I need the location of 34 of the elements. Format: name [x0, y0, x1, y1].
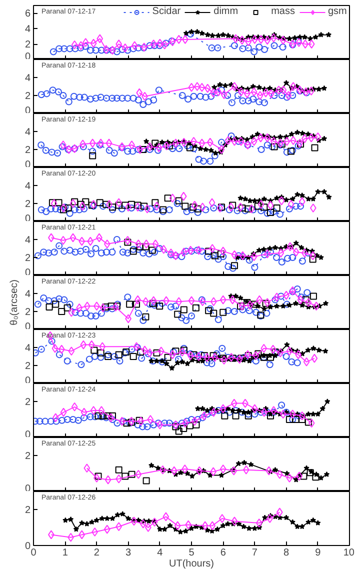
y-tick-label: 4	[24, 73, 31, 84]
legend-label: dimm	[214, 6, 238, 17]
x-tick-label: 1	[62, 548, 68, 558]
x-tick-label: 7	[252, 548, 258, 558]
legend-label: mass	[271, 6, 295, 17]
legend-label: Scidar	[152, 6, 181, 17]
y-tick-label: 2	[24, 307, 31, 318]
y-tick-label: 2	[24, 361, 31, 372]
y-tick-label: 2	[24, 253, 31, 264]
y-tick-label: 4	[24, 127, 31, 138]
x-tick-label: 5	[188, 548, 195, 558]
y-tick-label: 2	[24, 91, 31, 102]
x-tick-label: 4	[157, 548, 164, 558]
x-tick-label: 10	[343, 548, 355, 558]
x-tick-label: 2	[94, 548, 100, 558]
y-tick-label: 2	[24, 145, 31, 156]
y-tick-label: 4	[24, 181, 31, 192]
y-tick-label: 4	[24, 289, 31, 300]
y-tick-label: 2	[24, 40, 31, 51]
y-tick-label: 2	[24, 199, 31, 210]
y-tick-label: 2	[24, 451, 31, 462]
y-axis-title: θ₀(arcsec)	[8, 280, 20, 326]
y-tick-label: 2	[24, 397, 31, 408]
x-tick-label: 9	[315, 548, 322, 558]
y-tick-label: 2	[24, 505, 31, 516]
y-tick-label: 4	[24, 343, 31, 354]
x-tick-label: 6	[220, 548, 226, 558]
x-tick-label: 3	[126, 548, 132, 558]
x-axis-title: UT(hours)	[169, 558, 214, 570]
y-tick-label: 4	[24, 24, 31, 36]
x-tick-label: 8	[284, 548, 290, 558]
y-tick-label: 4	[24, 235, 31, 246]
y-tick-label: 6	[24, 8, 31, 20]
legend-label: gsm	[328, 6, 348, 17]
